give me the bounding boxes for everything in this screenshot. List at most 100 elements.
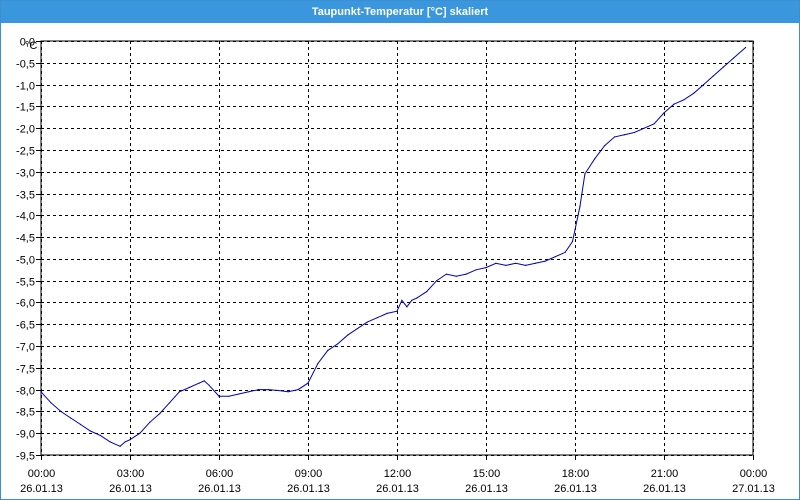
data-point xyxy=(411,299,413,301)
data-point xyxy=(89,430,91,432)
data-point xyxy=(124,441,126,443)
data-point xyxy=(258,389,260,391)
y-tick-label: -7,0 xyxy=(16,342,35,354)
y-tick-label: -9,0 xyxy=(16,429,35,441)
series-lines xyxy=(40,47,746,447)
data-point xyxy=(149,421,151,423)
window-title: Taupunkt-Temperatur [°C] skaliert xyxy=(1,1,799,23)
data-point xyxy=(722,66,724,68)
y-tick-label: -2,5 xyxy=(16,146,35,158)
data-point xyxy=(267,389,269,391)
y-axis-ticks: 0,0 -0,5 -1,0 -1,5 -2,0 -2,5 -3,0 -3,5 -4,0 -4,5 -… xyxy=(16,37,35,463)
data-point xyxy=(495,262,497,264)
data-point xyxy=(99,434,101,436)
y-tick-label: -8,0 xyxy=(16,386,35,398)
x-tick-time-label: 15:00 xyxy=(473,468,501,480)
x-tick-time-label: 18:00 xyxy=(562,468,590,480)
plot-grid xyxy=(36,40,754,460)
data-point xyxy=(198,382,200,384)
series-points xyxy=(40,46,747,447)
x-tick-date-label: 27.01.13 xyxy=(732,483,775,495)
y-tick-label: -4,5 xyxy=(16,233,35,245)
data-point xyxy=(534,262,537,264)
data-point xyxy=(356,328,358,330)
x-tick-date-label: 26.01.13 xyxy=(20,483,63,495)
data-point xyxy=(485,267,487,269)
x-tick-date-label: 26.01.13 xyxy=(643,483,686,495)
y-tick-label: 0,0 xyxy=(20,37,35,49)
data-point xyxy=(60,410,62,412)
data-point xyxy=(386,312,388,314)
data-point xyxy=(465,273,467,275)
data-point xyxy=(633,131,635,134)
x-tick-time-label: 09:00 xyxy=(295,468,323,480)
data-point xyxy=(594,158,596,160)
data-point xyxy=(80,423,82,426)
data-point xyxy=(40,391,42,393)
data-point xyxy=(109,441,111,443)
data-point xyxy=(732,57,734,60)
y-tick-label: -5,5 xyxy=(16,277,35,289)
y-tick-label: -3,0 xyxy=(16,168,35,180)
data-point xyxy=(445,273,447,275)
x-tick-date-label: 26.01.13 xyxy=(287,483,330,495)
data-point xyxy=(515,262,517,264)
data-point xyxy=(327,349,329,351)
data-point xyxy=(139,432,141,434)
data-point xyxy=(663,112,665,114)
data-point xyxy=(564,251,566,253)
series-line xyxy=(40,47,746,447)
y-tick-label: -1,5 xyxy=(16,102,35,114)
data-point xyxy=(208,384,210,386)
data-point xyxy=(643,127,645,129)
y-tick-label: -8,5 xyxy=(16,407,35,419)
x-tick-date-label: 26.01.13 xyxy=(109,483,152,495)
data-point xyxy=(455,275,457,277)
data-point xyxy=(426,291,428,293)
data-point xyxy=(571,240,574,243)
data-point xyxy=(579,206,581,208)
data-point xyxy=(188,386,190,389)
data-point xyxy=(307,382,309,384)
data-point xyxy=(401,299,403,301)
data-point xyxy=(584,173,586,175)
x-tick-time-label: 12:00 xyxy=(384,468,412,480)
data-point xyxy=(623,134,626,136)
x-tick-date-label: 26.01.13 xyxy=(465,483,508,495)
data-point xyxy=(70,417,72,419)
data-point xyxy=(653,123,655,125)
y-tick-label: -2,0 xyxy=(16,124,35,136)
data-point xyxy=(436,280,438,282)
data-point xyxy=(745,46,747,49)
data-point xyxy=(129,439,131,441)
data-point xyxy=(673,103,675,105)
y-tick-label: -1,0 xyxy=(16,81,35,93)
y-tick-label: -4,0 xyxy=(16,211,35,223)
data-point xyxy=(248,391,250,393)
dewpoint-chart: °C 0,0 -0,5 -1,0 -1,5 -2,0 -2,5 -3,0 -3,5 -4,0 -4… xyxy=(16,37,775,496)
data-point xyxy=(337,343,339,345)
y-tick-label: -6,0 xyxy=(16,298,35,310)
data-point xyxy=(614,136,616,138)
data-point xyxy=(287,391,289,393)
x-axis-ticks: 00:00 26.01.13 03:00 26.01.13 06:00 26.01.13 0… xyxy=(20,468,775,495)
y-tick-label: -9,5 xyxy=(16,451,35,463)
data-point xyxy=(228,395,230,397)
data-point xyxy=(218,395,220,397)
x-tick-date-label: 26.01.13 xyxy=(376,483,419,495)
data-point xyxy=(505,264,507,266)
data-point xyxy=(396,310,398,312)
data-point xyxy=(119,445,121,447)
data-point xyxy=(50,402,52,404)
y-tick-label: -0,5 xyxy=(16,59,35,71)
x-tick-time-label: 06:00 xyxy=(206,468,234,480)
y-tick-label: -3,5 xyxy=(16,190,35,202)
data-point xyxy=(544,260,546,262)
y-tick-label: -7,5 xyxy=(16,364,35,376)
x-tick-time-label: 21:00 xyxy=(651,468,679,480)
x-tick-date-label: 26.01.13 xyxy=(198,483,241,495)
data-point xyxy=(238,393,240,395)
data-point xyxy=(297,389,299,391)
data-point xyxy=(554,256,556,258)
